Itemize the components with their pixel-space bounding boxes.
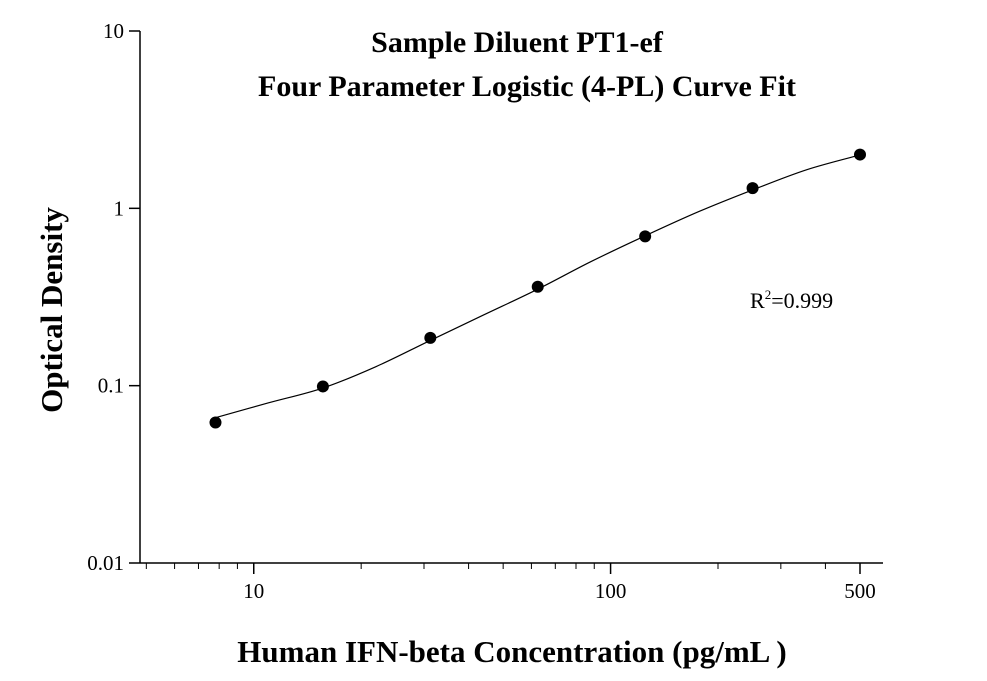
r-squared: R2=0.999: [750, 287, 833, 313]
data-point: [746, 182, 759, 195]
chart-subtitle: Four Parameter Logistic (4-PL) Curve Fit: [258, 70, 796, 103]
chart-title: Sample Diluent PT1-ef: [371, 26, 664, 59]
y-tick-label: 1: [114, 196, 125, 220]
data-point: [316, 380, 329, 393]
data-point: [531, 280, 544, 293]
data-point: [424, 331, 437, 344]
data-point: [209, 416, 222, 429]
y-tick-label: 0.1: [98, 374, 124, 398]
x-axis-label: Human IFN-beta Concentration (pg/mL ): [237, 634, 786, 669]
data-point: [853, 148, 866, 161]
y-tick-label: 10: [103, 19, 124, 43]
x-tick-label: 500: [844, 579, 876, 603]
x-tick-label: 10: [243, 579, 264, 603]
x-tick-label: 100: [595, 579, 627, 603]
r-sup: 2: [765, 287, 772, 302]
data-point: [639, 230, 652, 243]
y-axis-label: Optical Density: [34, 207, 69, 413]
y-tick-label: 0.01: [87, 551, 124, 575]
r-base: R: [750, 288, 765, 313]
r-text: =0.999: [771, 288, 833, 313]
